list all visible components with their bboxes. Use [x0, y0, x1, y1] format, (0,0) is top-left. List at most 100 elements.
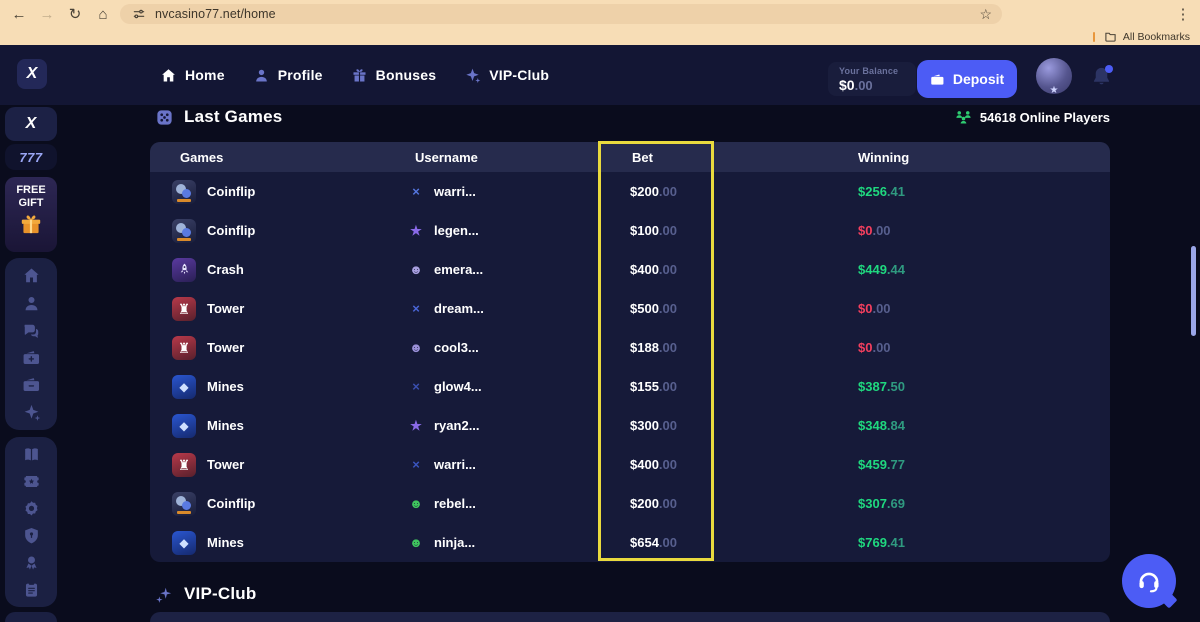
username: glow4...	[434, 379, 482, 394]
username: ryan2...	[434, 418, 480, 433]
table-row: Coinflip ★ legen... $100.00 $0.00	[150, 211, 1110, 250]
gift-box-icon	[15, 212, 47, 238]
username: cool3...	[434, 340, 479, 355]
game-icon: ◆	[172, 374, 196, 399]
bookmark-star-icon[interactable]: ☆	[979, 6, 992, 22]
table-row: Coinflip ☻ rebel... $200.00 $307.69	[150, 484, 1110, 523]
vip-title: VIP-Club	[184, 584, 257, 603]
support-chat-button[interactable]	[1122, 554, 1176, 608]
sidebar-sparkle-icon[interactable]	[22, 403, 41, 422]
table-row: ♜ Tower ☻ cool3... $188.00 $0.00	[150, 328, 1110, 367]
game-icon	[172, 491, 196, 516]
sidebar-group-third	[5, 612, 57, 622]
sidebar-shield-icon[interactable]	[22, 526, 41, 545]
site-settings-icon[interactable]	[132, 7, 146, 21]
sidebar-home-icon[interactable]	[22, 266, 41, 285]
user-avatar-icon: ☻	[409, 261, 423, 277]
refresh-icon[interactable]: ↻	[68, 6, 82, 23]
sidebar-person-icon[interactable]	[22, 294, 41, 313]
nav-item-bonuses[interactable]: Bonuses	[351, 67, 437, 84]
sidebar-book-icon[interactable]	[22, 445, 41, 464]
user-avatar-icon: ×	[412, 300, 420, 316]
winning-value: $307.69	[858, 496, 905, 511]
user-avatar-icon: ☻	[409, 339, 423, 355]
nav-item-profile[interactable]: Profile	[253, 67, 323, 84]
game-icon: ♜	[172, 335, 196, 360]
username: ninja...	[434, 535, 476, 550]
site-header: X Home Profile Bonuses VIP-Club Your Balanc…	[0, 45, 1200, 105]
nav-label: VIP-Club	[489, 67, 550, 83]
site-logo[interactable]: X	[17, 59, 47, 89]
all-bookmarks-label: All Bookmarks	[1122, 30, 1190, 43]
game-name: Tower	[207, 301, 245, 316]
balance-label: Your Balance	[839, 66, 899, 76]
winning-value: $256.41	[858, 184, 905, 199]
winning-value: $387.50	[858, 379, 905, 394]
winning-value: $0.00	[858, 301, 891, 316]
bet-value: $500.00	[630, 301, 677, 316]
home-icon	[160, 67, 177, 84]
username: emera...	[434, 262, 484, 277]
sidebar-777-tile[interactable]: 777	[5, 144, 57, 170]
bet-value: $155.00	[630, 379, 677, 394]
username: warri...	[434, 184, 476, 199]
sidebar-chat-icon[interactable]	[22, 321, 41, 340]
nav-item-vip-club[interactable]: VIP-Club	[464, 67, 549, 84]
game-name: Mines	[207, 535, 244, 550]
deposit-label: Deposit	[952, 71, 1005, 87]
sidebar-medal-icon[interactable]	[22, 553, 41, 572]
tab-group-divider	[1092, 31, 1095, 42]
winning-value: $0.00	[858, 340, 891, 355]
sidebar-wallet-plus-icon[interactable]	[22, 348, 41, 367]
table-row: Crash ☻ emera... $400.00 $449.44	[150, 250, 1110, 289]
table-row: ◆ Mines × glow4... $155.00 $387.50	[150, 367, 1110, 406]
scrollbar-thumb[interactable]	[1191, 246, 1196, 336]
game-name: Mines	[207, 418, 244, 433]
forward-icon[interactable]: →	[39, 5, 55, 23]
username: legen...	[434, 223, 479, 238]
winning-value: $449.44	[858, 262, 905, 277]
user-avatar-icon: ★	[410, 222, 422, 238]
sidebar-badge-icon[interactable]	[22, 499, 41, 518]
game-name: Coinflip	[207, 223, 256, 238]
sidebar-wallet-minus-icon[interactable]	[22, 375, 41, 394]
last-games-table: Games Username Bet Winning Coinflip × warri…	[150, 142, 1110, 562]
bet-value: $654.00	[630, 535, 677, 550]
game-name: Tower	[207, 457, 245, 472]
notification-dot	[1105, 65, 1113, 73]
column-header-winning: Winning	[858, 149, 910, 165]
browser-home-icon[interactable]: ⌂	[98, 5, 108, 23]
headset-icon	[1136, 568, 1162, 594]
bet-value: $400.00	[630, 262, 677, 277]
browser-menu-icon[interactable]: ⋮	[1175, 6, 1191, 23]
user-avatar-icon: ☻	[409, 534, 423, 550]
game-name: Mines	[207, 379, 244, 394]
deposit-button[interactable]: Deposit	[917, 60, 1017, 98]
nav-item-home[interactable]: Home	[160, 67, 225, 84]
game-icon	[172, 179, 196, 204]
balance-value: $0.00	[839, 77, 873, 93]
sidebar-logo-tile[interactable]: X	[5, 107, 57, 141]
url-text: nvcasino77.net/home	[155, 7, 276, 21]
notifications-bell-icon[interactable]	[1090, 65, 1113, 88]
game-name: Coinflip	[207, 184, 256, 199]
user-avatar-icon: ★	[410, 417, 422, 433]
game-name: Crash	[207, 262, 244, 277]
all-bookmarks-button[interactable]: All Bookmarks	[1092, 28, 1190, 45]
bet-value: $100.00	[630, 223, 677, 238]
browser-toolbar: ← → ↻ ⌂ nvcasino77.net/home ☆ ⋮	[0, 0, 1200, 28]
table-rows: Coinflip × warri... $200.00 $256.41 Coin…	[150, 172, 1110, 562]
online-players: 54618 Online Players	[955, 109, 1110, 126]
bet-value: $200.00	[630, 496, 677, 511]
address-bar[interactable]: nvcasino77.net/home ☆	[120, 4, 1002, 24]
game-name: Coinflip	[207, 496, 256, 511]
sidebar-group-main	[5, 258, 57, 430]
back-icon[interactable]: ←	[11, 5, 27, 23]
column-header-bet: Bet	[632, 149, 653, 165]
sidebar-free-gift-tile[interactable]: FREE GIFT	[5, 177, 57, 252]
bet-value: $400.00	[630, 457, 677, 472]
user-avatar[interactable]: ★	[1036, 58, 1072, 96]
column-header-games: Games	[180, 149, 224, 165]
sidebar-ticket-icon[interactable]	[22, 472, 41, 491]
sidebar-clipboard-icon[interactable]	[22, 580, 41, 599]
